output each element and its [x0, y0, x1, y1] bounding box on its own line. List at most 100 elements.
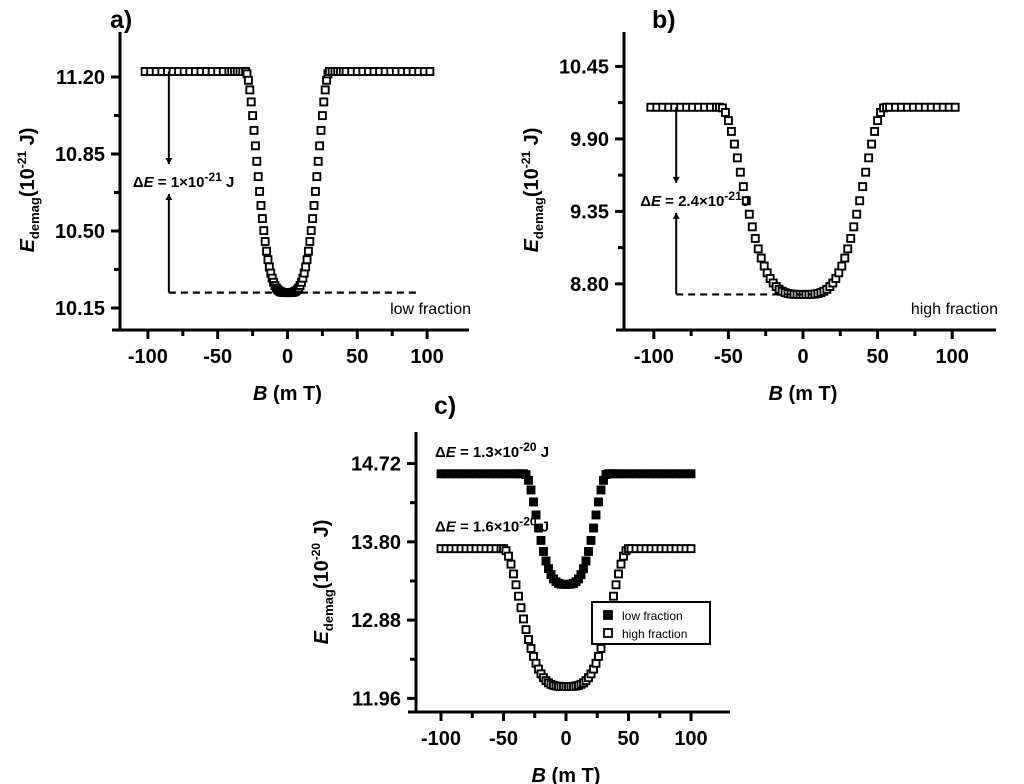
data-point — [596, 485, 606, 495]
data-point — [315, 141, 325, 151]
x-axis-title: B (m T) — [769, 383, 838, 405]
data-point — [250, 141, 260, 151]
data-point — [308, 214, 318, 224]
panel-c-plot: c) 11.96 12.88 13.80 14.72 -100 -50 0 50 100 B (m … — [309, 392, 730, 784]
x-tick-label: 100 — [674, 728, 707, 750]
x-tick-label: -100 — [421, 728, 461, 750]
series-1 — [436, 469, 696, 589]
data-point — [741, 196, 751, 206]
data-point — [855, 196, 865, 206]
delta-e-label: ΔE = 1×10-21 J — [133, 170, 235, 191]
y-tick-label: 11.20 — [56, 67, 105, 89]
x-tick-label: 100 — [410, 346, 443, 368]
data-point — [591, 510, 601, 520]
data-point — [243, 75, 253, 85]
data-point — [594, 651, 603, 661]
data-point — [531, 510, 541, 520]
data-point — [873, 116, 883, 126]
data-point — [747, 222, 757, 232]
data-point — [536, 535, 546, 545]
legend-marker-1 — [603, 610, 613, 620]
y-tick-label: 8.80 — [570, 274, 609, 296]
y-axis-title: Edemag(10-20 J) — [309, 520, 336, 645]
data-point — [539, 547, 548, 556]
panel-a-plot: a) 10.15 10.50 10.85 11.20 -100 -50 0 50 100 B (m … — [15, 6, 471, 405]
data-point — [686, 544, 696, 554]
data-point — [541, 556, 551, 566]
data-point — [726, 126, 736, 136]
data-point — [861, 167, 871, 177]
data-point — [306, 226, 316, 236]
legend-label-1: low fraction — [622, 609, 683, 623]
data-point — [735, 167, 745, 177]
data-point — [309, 201, 319, 210]
data-point — [504, 551, 513, 561]
data-point — [511, 580, 521, 590]
data-point — [534, 523, 543, 533]
y-tick-label: 12.88 — [351, 610, 401, 632]
y-tick-label: 11.96 — [352, 688, 401, 710]
data-point — [584, 547, 593, 556]
y-tick-label: 9.35 — [570, 201, 609, 223]
data-point — [524, 635, 533, 644]
x-tick-label: -100 — [128, 346, 168, 368]
y-tick-label: 10.15 — [55, 298, 105, 320]
data-point — [303, 246, 313, 256]
x-tick-label: 50 — [346, 346, 368, 368]
data-point — [248, 111, 258, 121]
fraction-label: low fraction — [390, 301, 471, 318]
data-point — [840, 253, 850, 263]
data-point — [506, 559, 516, 569]
data-point — [320, 85, 330, 95]
legend: low fraction high fraction — [591, 601, 711, 645]
data-point — [313, 156, 323, 166]
data-point — [843, 244, 853, 254]
x-tick-label: 100 — [935, 346, 968, 368]
data-point — [425, 67, 435, 76]
data-point — [723, 116, 733, 126]
data-point — [756, 253, 766, 263]
data-point — [616, 559, 626, 569]
y-tick-label: 10.85 — [55, 144, 105, 166]
data-point — [509, 569, 518, 579]
data-point — [514, 591, 523, 601]
x-tick-label: 50 — [617, 728, 639, 750]
x-tick-label: -50 — [714, 346, 743, 368]
data-point — [263, 255, 273, 265]
data-point — [846, 233, 856, 243]
data-point — [611, 580, 621, 590]
panel-letter: c) — [434, 392, 456, 420]
data-point — [870, 126, 880, 136]
data-point — [526, 643, 536, 653]
data-point — [302, 255, 312, 265]
x-axis-title: B (m T) — [532, 765, 601, 784]
svg-text:Edemag(10-21 J): Edemag(10-21 J) — [15, 128, 42, 253]
data-point — [246, 97, 256, 107]
data-point — [852, 209, 862, 219]
data-point — [589, 523, 598, 533]
x-tick-label: 0 — [797, 346, 808, 368]
delta-e-label: ΔE = 2.4×10-21J — [640, 189, 750, 210]
y-tick-label: 13.80 — [351, 532, 401, 554]
x-tick-label: -50 — [203, 346, 232, 368]
x-tick-label: 0 — [560, 728, 571, 750]
data-point — [259, 226, 269, 236]
panel-letter: a) — [110, 6, 132, 34]
data-point — [614, 569, 623, 579]
y-tick-label: 10.50 — [55, 221, 105, 243]
data-point — [864, 153, 874, 163]
svg-text:Edemag(10-20 J): Edemag(10-20 J) — [309, 520, 336, 645]
data-point — [301, 262, 311, 272]
panel-a: a) 10.15 10.50 10.85 11.20 -100 -50 0 50 100 B (m … — [0, 0, 512, 405]
series-1 — [646, 102, 960, 299]
y-tick-label: 9.90 — [570, 129, 609, 151]
data-point — [579, 564, 588, 574]
data-point — [609, 591, 618, 601]
arrowhead-down — [165, 158, 173, 165]
x-tick-label: 0 — [282, 346, 293, 368]
data-point — [729, 139, 739, 149]
fraction-label: high fraction — [911, 301, 998, 318]
x-tick-label: -100 — [634, 346, 674, 368]
legend-marker-2 — [603, 628, 613, 638]
panel-letter: b) — [652, 6, 676, 34]
